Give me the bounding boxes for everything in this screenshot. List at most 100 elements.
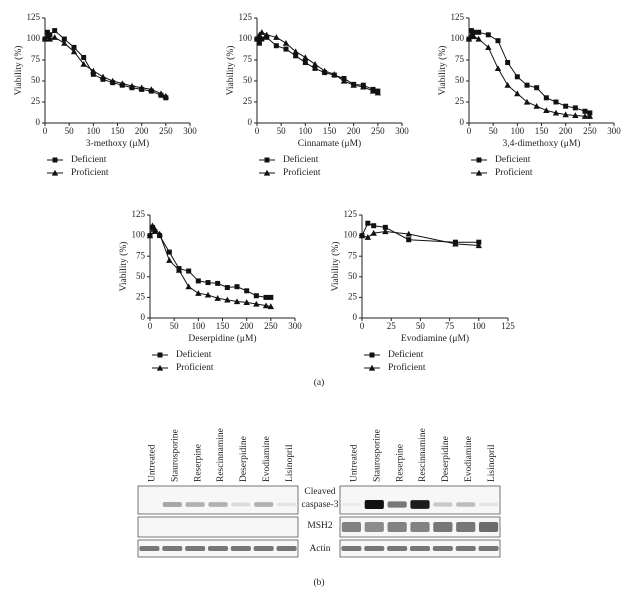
y-tick-label: 25 (243, 96, 253, 106)
x-tick-label: 150 (535, 126, 549, 136)
marker (44, 29, 50, 35)
band (185, 546, 206, 551)
marker (524, 82, 530, 88)
y-tick-label: 25 (31, 96, 41, 106)
band (208, 502, 228, 507)
band (387, 501, 407, 508)
x-tick-label: 0 (360, 321, 365, 331)
marker (476, 29, 482, 35)
marker (514, 90, 521, 97)
band (432, 546, 453, 551)
x-tick-label: 50 (65, 126, 75, 136)
marker (234, 284, 240, 290)
marker (582, 108, 588, 114)
x-tick-label: 300 (395, 126, 409, 136)
marker (109, 77, 116, 84)
y-axis-label: Viability (%) (118, 242, 129, 292)
marker (264, 157, 270, 163)
band (409, 546, 431, 551)
marker (406, 237, 412, 243)
x-tick-label: 50 (277, 126, 287, 136)
legend-label: Proficient (283, 167, 321, 178)
legend-label: Deficient (283, 154, 319, 165)
x-tick-label: 200 (135, 126, 149, 136)
marker (90, 71, 96, 77)
y-tick-label: 50 (455, 75, 465, 85)
x-tick-label: 150 (216, 321, 230, 331)
legend-label: Deficient (495, 154, 531, 165)
marker (465, 35, 473, 42)
marker (99, 73, 107, 80)
y-tick-label: 75 (348, 250, 358, 260)
x-tick-label: 200 (240, 321, 254, 331)
blot-frame (137, 516, 299, 538)
lane-label: Rescinnamine (216, 428, 226, 482)
marker (476, 157, 482, 163)
marker (175, 267, 183, 273)
y-axis-label: Viability (%) (437, 46, 448, 96)
lane-label: Evodiamine (464, 436, 474, 482)
band (231, 502, 251, 507)
marker (81, 54, 87, 60)
legend-label: Deficient (176, 349, 212, 360)
marker (470, 33, 478, 40)
y-axis-label: Viability (%) (13, 46, 24, 96)
marker (46, 35, 54, 42)
marker (259, 36, 265, 42)
y-tick-label: 0 (141, 312, 146, 322)
marker (263, 294, 269, 300)
band (276, 502, 297, 507)
marker (533, 103, 540, 109)
lane-label: Untreated (148, 444, 158, 482)
legend-label: Deficient (388, 349, 424, 360)
x-tick-label: 100 (192, 321, 206, 331)
marker (382, 224, 388, 230)
marker (283, 46, 289, 52)
marker (51, 34, 58, 40)
marker (534, 85, 540, 91)
y-tick-label: 25 (348, 291, 358, 301)
marker (331, 71, 338, 77)
marker (514, 74, 520, 80)
marker (70, 48, 78, 55)
marker (302, 54, 309, 61)
band (410, 500, 430, 509)
y-tick-label: 25 (455, 96, 465, 106)
band (341, 502, 362, 507)
blot-row-label: Cleaved (304, 487, 335, 497)
lane-label: Lisinopril (487, 444, 497, 482)
marker (253, 293, 259, 299)
band (341, 546, 362, 551)
marker (543, 107, 550, 113)
marker (471, 29, 477, 35)
marker (302, 60, 308, 66)
marker (504, 82, 511, 88)
x-tick-label: 50 (416, 321, 426, 331)
y-tick-label: 100 (344, 230, 358, 240)
marker (156, 364, 164, 371)
x-axis-label: Deserpidine (μM) (188, 333, 256, 344)
marker (369, 87, 377, 94)
marker (369, 352, 375, 358)
lane-label: Evodiamine (262, 436, 272, 482)
y-tick-label: 100 (27, 33, 41, 43)
band (433, 522, 453, 532)
marker (47, 32, 53, 38)
x-tick-label: 50 (489, 126, 499, 136)
y-axis-label: Viability (%) (330, 242, 341, 292)
x-tick-label: 0 (43, 126, 48, 136)
marker (52, 157, 58, 163)
marker (586, 113, 594, 119)
x-tick-label: 25 (387, 321, 397, 331)
x-tick-label: 150 (323, 126, 337, 136)
x-tick-label: 250 (264, 321, 278, 331)
marker (186, 268, 192, 274)
band (254, 502, 274, 507)
x-tick-label: 75 (445, 321, 455, 331)
band (387, 522, 407, 532)
x-tick-label: 200 (347, 126, 361, 136)
marker (350, 82, 357, 88)
marker (581, 113, 589, 119)
y-tick-label: 100 (132, 230, 146, 240)
band (341, 522, 362, 532)
